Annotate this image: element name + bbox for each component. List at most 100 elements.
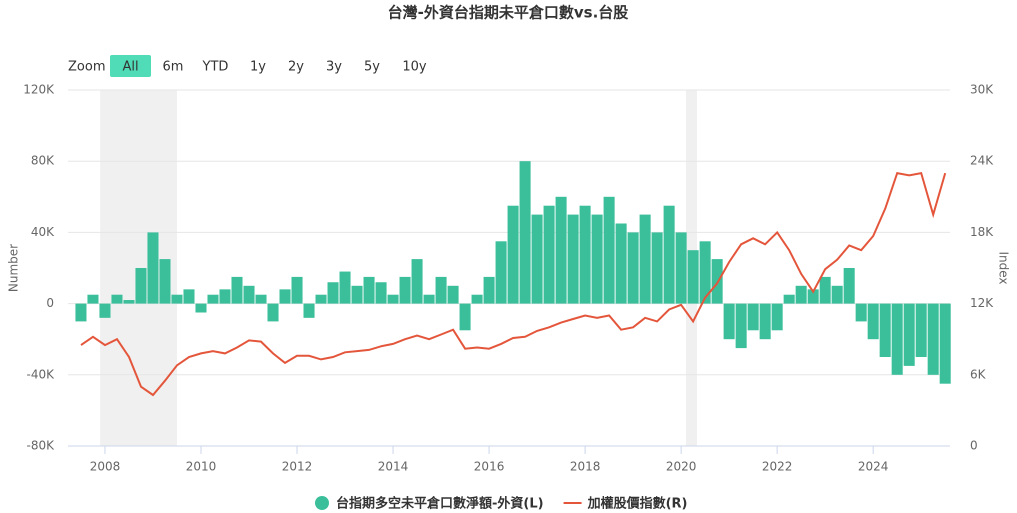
bar [315,294,327,304]
bar [627,232,639,304]
bar [411,259,423,304]
y-tick-label: 40K [31,225,55,239]
y2-tick-label: 24K [970,154,994,168]
bar [519,161,531,304]
bar [219,289,231,304]
x-tick-label: 2024 [858,460,889,474]
bar [735,303,747,349]
bar [399,276,411,304]
y-tick-label: 0 [46,296,54,310]
bar [555,196,567,304]
bar [171,294,183,304]
bar [471,294,483,304]
y2-axis-label: Index [997,251,1011,284]
y2-tick-label: 6K [970,367,987,381]
bar [675,232,687,304]
bar [135,268,147,304]
bar [819,276,831,304]
bar [243,285,255,304]
bar [255,294,267,304]
bar [603,196,615,304]
bar [495,241,507,304]
bar [111,294,123,304]
x-tick-label: 2012 [282,460,313,474]
bar [891,303,903,375]
bar [747,303,759,331]
bar [483,276,495,304]
bar [507,205,519,304]
y2-tick-label: 12K [970,296,994,310]
bar [99,303,111,318]
x-tick-label: 2016 [474,460,505,474]
legend-label[interactable]: 加權股價指數(R) [587,496,688,512]
bar [351,285,363,304]
bar [207,294,219,304]
bar [831,285,843,304]
y-tick-label: 120K [23,83,55,97]
y2-tick-label: 30K [970,83,994,97]
y-axis-label: Number [7,244,21,292]
legend-label[interactable]: 台指期多空未平倉口數淨額-外資(L) [336,496,544,512]
bar [75,303,87,322]
bar [423,294,435,304]
bar [699,241,711,304]
zoom-button[interactable]: 6m [163,60,184,75]
x-tick-label: 2014 [378,460,409,474]
bar [447,285,459,304]
zoom-button[interactable]: YTD [202,60,229,75]
zoom-button[interactable]: All [122,60,138,75]
bar [915,303,927,357]
chart-title: 台灣-外資台指期未平倉口數vs.台股 [388,4,630,22]
zoom-button[interactable]: 3y [326,60,342,75]
bar [879,303,891,357]
bar [651,232,663,304]
bar [927,303,939,375]
x-tick-label: 2022 [762,460,793,474]
bar [807,289,819,304]
bar [867,303,879,340]
bar [387,294,399,304]
zoom-button[interactable]: 10y [402,60,427,75]
x-tick-label: 2008 [90,460,121,474]
zoom-label: Zoom [68,60,105,75]
bar [303,303,315,318]
bar [783,294,795,304]
x-tick-label: 2018 [570,460,601,474]
zoom-button-bg[interactable] [110,55,151,77]
bar [279,289,291,304]
bar [543,205,555,304]
bar [663,205,675,304]
bar [435,276,447,304]
x-tick-label: 2010 [186,460,217,474]
bar [903,303,915,366]
zoom-button[interactable]: 1y [250,60,266,75]
bar [459,303,471,331]
bar [87,294,99,304]
y2-tick-label: 18K [970,225,994,239]
bar [195,303,207,313]
y-tick-label: -80K [27,439,56,453]
bar [291,276,303,304]
bar [855,303,867,322]
bar [687,250,699,304]
bar [267,303,279,322]
bar [339,271,351,304]
bar [639,214,651,304]
legend-symbol[interactable] [315,496,329,510]
bar [363,276,375,304]
y2-tick-label: 0 [970,439,978,453]
bar [939,303,951,384]
bar [159,259,171,304]
bar [327,282,339,304]
bar [231,276,243,304]
bar [123,300,135,304]
bar [795,285,807,304]
zoom-button[interactable]: 5y [364,60,380,75]
zoom-button[interactable]: 2y [288,60,304,75]
bar [843,268,855,304]
bar [591,214,603,304]
bar [615,223,627,304]
x-tick-label: 2020 [666,460,697,474]
bar [771,303,783,331]
bar [375,282,387,304]
